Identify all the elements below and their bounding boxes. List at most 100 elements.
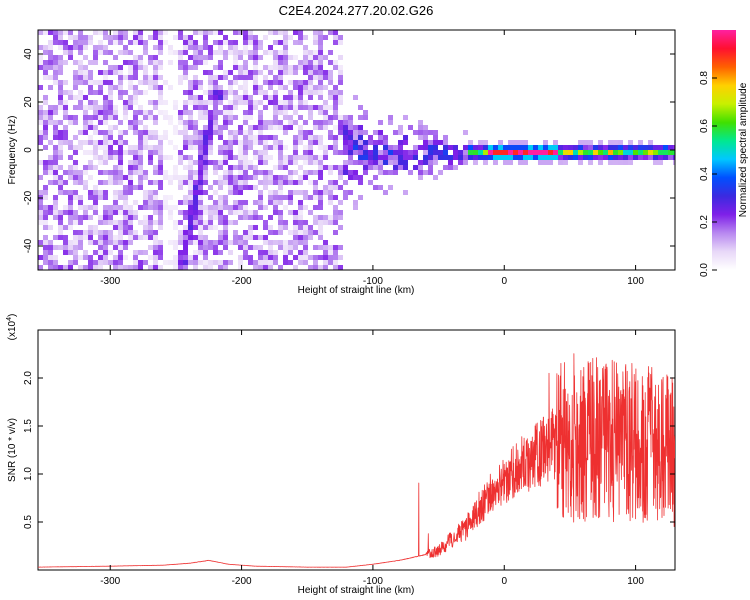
- heatmap-cell: [428, 145, 433, 150]
- heatmap-cell: [298, 230, 303, 235]
- heatmap-cell: [378, 135, 383, 140]
- heatmap-cell: [323, 145, 328, 150]
- heatmap-cell: [183, 110, 188, 115]
- heatmap-cell: [98, 190, 103, 195]
- heatmap-cell: [228, 80, 233, 85]
- heatmap-cell: [128, 60, 133, 65]
- heatmap-cell: [258, 180, 263, 185]
- heatmap-cell: [218, 165, 223, 170]
- heatmap-cell: [48, 85, 53, 90]
- heatmap-cell: [123, 175, 128, 180]
- heatmap-cell: [43, 145, 48, 150]
- heatmap-cell: [153, 70, 158, 75]
- heatmap-cell: [153, 190, 158, 195]
- heatmap-cell: [528, 155, 533, 160]
- heatmap-cell: [428, 140, 433, 145]
- heatmap-cell: [208, 45, 213, 50]
- heatmap-cell: [268, 195, 273, 200]
- heatmap-cell: [138, 135, 143, 140]
- heatmap-cell: [233, 55, 238, 60]
- heatmap-cell: [193, 260, 198, 265]
- heatmap-cell: [543, 150, 548, 155]
- heatmap-cell: [53, 195, 58, 200]
- heatmap-cell: [468, 150, 473, 155]
- heatmap-cell: [398, 130, 403, 135]
- heatmap-cell: [53, 160, 58, 165]
- heatmap-cell: [153, 45, 158, 50]
- heatmap-cell: [198, 210, 203, 215]
- heatmap-cell: [223, 50, 228, 55]
- heatmap-cell: [133, 230, 138, 235]
- heatmap-cell: [98, 80, 103, 85]
- heatmap-cell: [108, 215, 113, 220]
- heatmap-cell: [143, 50, 148, 55]
- heatmap-cell: [268, 85, 273, 90]
- heatmap-cell: [313, 160, 318, 165]
- heatmap-cell: [113, 165, 118, 170]
- heatmap-cell: [153, 55, 158, 60]
- heatmap-cell: [73, 40, 78, 45]
- heatmap-cell: [428, 130, 433, 135]
- heatmap-cell: [278, 220, 283, 225]
- heatmap-cell: [283, 240, 288, 245]
- heatmap-cell: [248, 160, 253, 165]
- heatmap-cell: [233, 40, 238, 45]
- heatmap-cell: [333, 135, 338, 140]
- heatmap-cell: [148, 245, 153, 250]
- heatmap-cell: [278, 195, 283, 200]
- heatmap-cell: [153, 60, 158, 65]
- heatmap-cell: [483, 150, 488, 155]
- heatmap-cell: [78, 180, 83, 185]
- heatmap-cell: [138, 175, 143, 180]
- heatmap-cell: [108, 220, 113, 225]
- heatmap-cell: [383, 145, 388, 150]
- heatmap-cell: [73, 105, 78, 110]
- heatmap-cell: [198, 155, 203, 160]
- heatmap-cell: [68, 145, 73, 150]
- heatmap-cell: [613, 145, 618, 150]
- heatmap-cell: [198, 185, 203, 190]
- heatmap-cell: [218, 135, 223, 140]
- heatmap-cell: [323, 100, 328, 105]
- heatmap-cell: [163, 80, 168, 85]
- heatmap-cell: [278, 75, 283, 80]
- heatmap-cell: [43, 95, 48, 100]
- heatmap-cell: [113, 210, 118, 215]
- heatmap-cell: [473, 155, 478, 160]
- heatmap-cell: [388, 160, 393, 165]
- heatmap-cell: [353, 170, 358, 175]
- heatmap-cell: [193, 75, 198, 80]
- heatmap-cell: [393, 165, 398, 170]
- heatmap-cell: [283, 220, 288, 225]
- heatmap-cell: [198, 170, 203, 175]
- heatmap-cell: [288, 200, 293, 205]
- heatmap-cell: [148, 190, 153, 195]
- heatmap-cell: [513, 150, 518, 155]
- heatmap-cell: [123, 195, 128, 200]
- heatmap-cell: [108, 105, 113, 110]
- heatmap-cell: [328, 60, 333, 65]
- heatmap-cell: [113, 30, 118, 35]
- heatmap-cell: [168, 155, 173, 160]
- x-tick-label: -300: [100, 576, 120, 587]
- heatmap-cell: [208, 50, 213, 55]
- heatmap-cell: [108, 145, 113, 150]
- heatmap-cell: [193, 105, 198, 110]
- heatmap-cell: [208, 225, 213, 230]
- heatmap-cell: [113, 110, 118, 115]
- heatmap-cell: [238, 50, 243, 55]
- heatmap-cell: [433, 155, 438, 160]
- heatmap-cell: [208, 30, 213, 35]
- heatmap-cell: [138, 35, 143, 40]
- heatmap-cell: [663, 145, 668, 150]
- heatmap-cell: [238, 245, 243, 250]
- heatmap-cell: [373, 175, 378, 180]
- heatmap-cell: [303, 35, 308, 40]
- heatmap-cell: [483, 155, 488, 160]
- heatmap-cell: [313, 220, 318, 225]
- heatmap-cell: [243, 185, 248, 190]
- heatmap-cell: [288, 90, 293, 95]
- heatmap-cell: [193, 135, 198, 140]
- heatmap-cell: [193, 240, 198, 245]
- heatmap-cell: [278, 125, 283, 130]
